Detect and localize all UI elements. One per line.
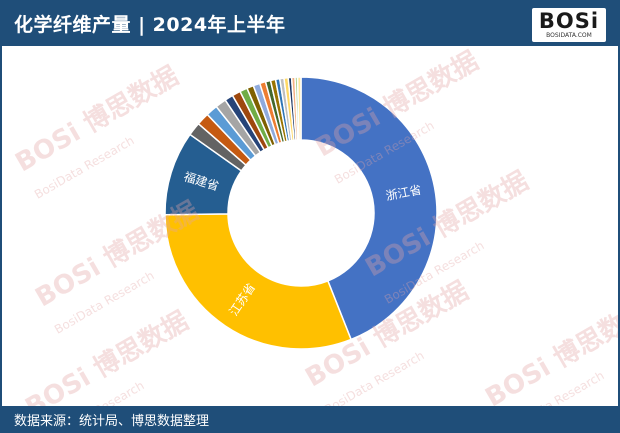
- slice-label: 浙江省: [385, 183, 423, 204]
- chart-area: 浙江省 江苏省 福建省: [2, 46, 618, 406]
- bosi-logo: BOSi BOSIDATA.COM: [532, 8, 606, 42]
- logo-subtext: BOSIDATA.COM: [546, 32, 592, 39]
- donut-slice: [296, 76, 302, 141]
- data-source: 数据来源：统计局、博思数据整理: [14, 414, 210, 429]
- chart-title: 化学纤维产量 | 2024年上半年: [14, 14, 286, 36]
- donut-slice: [164, 213, 353, 350]
- header-bar: 化学纤维产量 | 2024年上半年 BOSi BOSIDATA.COM: [2, 2, 618, 46]
- footer-bar: 数据来源：统计局、博思数据整理: [2, 406, 618, 431]
- donut-slice: [300, 76, 438, 341]
- logo-text: BOSi: [538, 9, 600, 33]
